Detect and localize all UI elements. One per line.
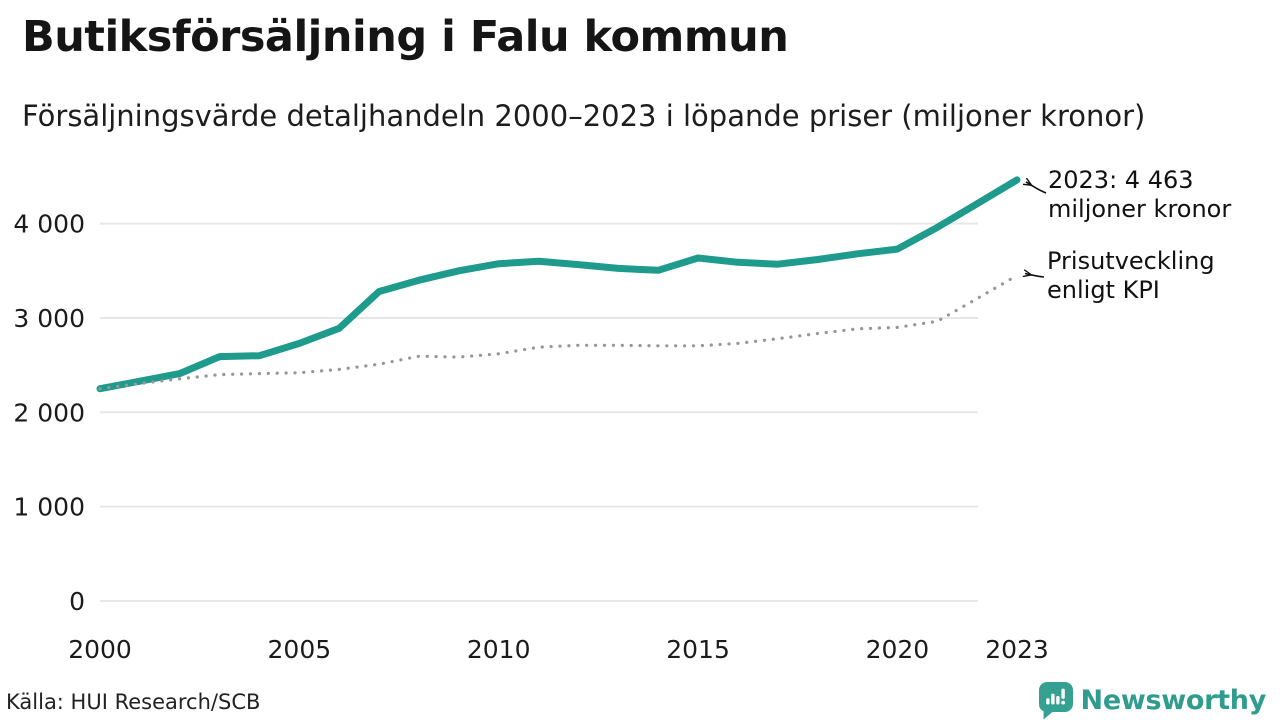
y-tick-label: 4 000 — [13, 210, 85, 239]
sales-series-line — [96, 176, 1021, 393]
page-title: Butiksförsäljning i Falu kommun — [22, 12, 789, 62]
x-tick-label: 2010 — [467, 635, 531, 664]
annotation-kpi: Prisutveckling enligt KPI — [1047, 247, 1215, 305]
y-tick-label: 3 000 — [13, 304, 85, 333]
annotation-kpi-line2: enligt KPI — [1047, 276, 1160, 304]
newsworthy-icon — [1038, 682, 1073, 720]
y-tick-label: 2 000 — [13, 398, 85, 427]
annotation-sales-line2: miljoner kronor — [1048, 195, 1232, 223]
annotation-sales-line1: 2023: 4 463 — [1048, 166, 1194, 194]
source-note: Källa: HUI Research/SCB — [6, 690, 261, 714]
x-tick-label: 2020 — [866, 635, 930, 664]
page-subtitle: Försäljningsvärde detaljhandeln 2000–202… — [22, 99, 1146, 133]
x-tick-label: 2000 — [68, 635, 132, 664]
x-tick-label: 2015 — [666, 635, 730, 664]
x-tick-label: 2023 — [985, 635, 1049, 664]
annotation-kpi-line1: Prisutveckling — [1047, 247, 1215, 275]
kpi-series-line — [98, 273, 1019, 391]
brand-name: Newsworthy — [1080, 685, 1267, 716]
x-tick-label: 2005 — [268, 635, 332, 664]
y-tick-label: 1 000 — [13, 493, 85, 522]
annotation-sales-2023: 2023: 4 463 miljoner kronor — [1048, 166, 1231, 224]
y-tick-label: 0 — [69, 587, 85, 616]
brand-logo: Newsworthy — [1038, 681, 1266, 720]
